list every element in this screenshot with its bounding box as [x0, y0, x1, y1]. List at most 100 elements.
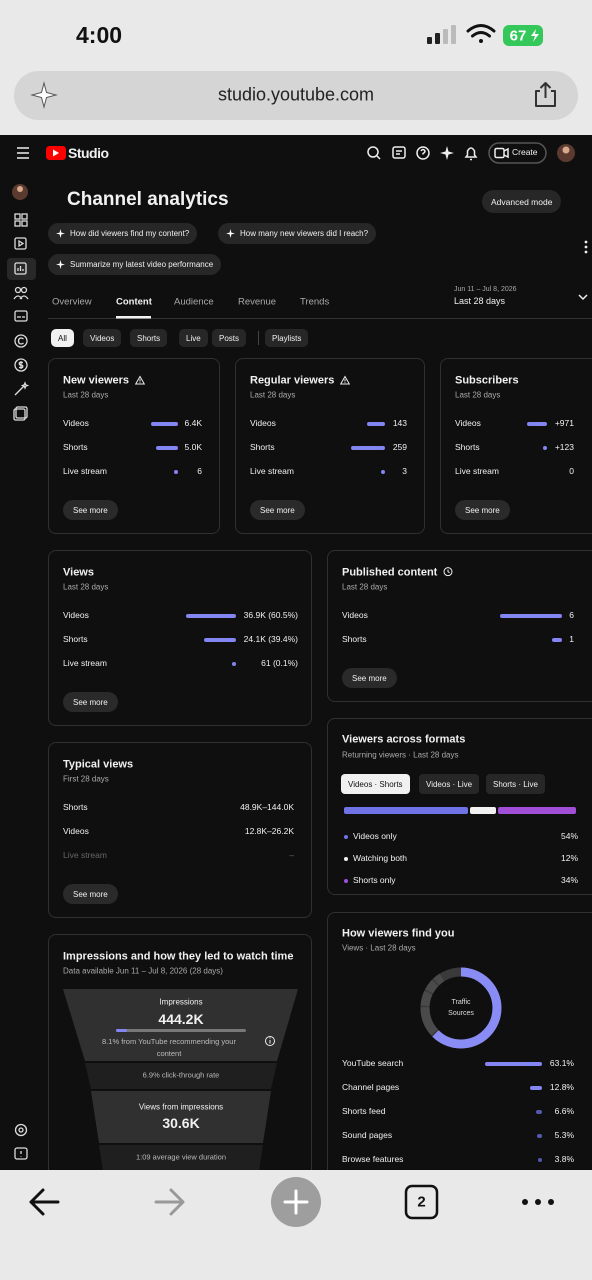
chip-text[interactable]: See more — [465, 505, 500, 515]
card-title: Regular viewers — [250, 375, 351, 388]
menu-icon[interactable] — [17, 147, 29, 159]
chip-text[interactable]: Videos · Live — [426, 779, 473, 789]
charging-icon — [531, 29, 539, 42]
forward-button[interactable] — [154, 1188, 185, 1216]
chip-text[interactable]: How did viewers find my content? — [70, 229, 190, 238]
prompt-chip[interactable]: How did viewers find my content? — [48, 223, 198, 244]
menu-button[interactable] — [522, 1199, 554, 1205]
chip-text[interactable]: How many new viewers did I reach? — [240, 229, 369, 238]
search-icon[interactable] — [367, 146, 381, 160]
nav-content[interactable] — [14, 237, 27, 250]
logo-text[interactable]: Studio — [68, 144, 109, 161]
prompt-chip[interactable]: Summarize my latest video performance — [48, 254, 222, 275]
tabs-button[interactable] — [404, 1184, 439, 1220]
tab[interactable]: Trends — [300, 296, 330, 308]
url-bar[interactable] — [14, 71, 578, 120]
nav-subtitles[interactable] — [14, 310, 28, 322]
see-more-button[interactable]: See more — [63, 884, 118, 904]
more-menu[interactable] — [584, 240, 588, 254]
nav-community[interactable] — [13, 286, 29, 300]
chip-text[interactable]: Live — [186, 333, 201, 343]
see-more-button[interactable]: See more — [63, 500, 118, 520]
metric-card: New viewers Last 28 days Videos 6.4K Shorts 5… — [48, 358, 220, 534]
row-label: Shorts — [63, 634, 88, 645]
chip-text[interactable]: See more — [73, 889, 108, 899]
battery-level: 67 — [509, 27, 527, 45]
nav-dashboard[interactable] — [14, 213, 28, 227]
funnel-value: 444.2K — [158, 1010, 204, 1027]
chip-text[interactable]: Summarize my latest video performance — [70, 260, 214, 269]
url-text[interactable]: studio.youtube.com — [217, 84, 375, 105]
chip-text[interactable]: Posts — [219, 333, 240, 343]
sparkle-icon[interactable] — [440, 146, 454, 160]
format-tab[interactable]: Videos · Shorts — [341, 774, 410, 794]
filter-chip[interactable]: Live — [179, 329, 208, 347]
new-tab-plus — [283, 1189, 309, 1215]
chip-text[interactable]: All — [58, 333, 67, 343]
sparkle-icon — [56, 229, 65, 238]
help-icon[interactable] — [416, 146, 430, 160]
card-subtitle: Returning viewers · Last 28 days — [342, 750, 459, 760]
chip-text[interactable]: Shorts — [137, 333, 161, 343]
metric-card: Subscribers Last 28 days Videos +971 Shorts +… — [440, 358, 592, 534]
formats-card: Viewers across formats Returning viewers … — [327, 718, 592, 895]
row-label: Videos — [455, 418, 481, 429]
metric-card: Views Last 28 days Videos 36.9K (60.5%) Shor… — [48, 550, 312, 726]
tab[interactable]: Overview — [52, 296, 92, 308]
nav-audio[interactable] — [13, 406, 28, 421]
chip-text[interactable]: Shorts · Live — [493, 779, 538, 789]
create-button[interactable] — [488, 142, 547, 164]
tab[interactable]: Revenue — [238, 296, 277, 308]
row-label: Shorts — [63, 802, 88, 813]
feedback-icon[interactable] — [392, 146, 406, 159]
nav-settings[interactable] — [14, 1123, 28, 1137]
tab[interactable]: Audience — [174, 296, 214, 308]
chip-text[interactable]: See more — [73, 505, 108, 515]
filter-chip[interactable]: All — [51, 329, 74, 347]
bell-icon[interactable] — [464, 147, 478, 161]
filter-chip[interactable]: Videos — [83, 329, 122, 347]
row-value: 12.8% — [549, 1082, 574, 1093]
chip-text[interactable]: Playlists — [272, 333, 302, 343]
row-value: 3.8% — [554, 1154, 574, 1165]
card-title: How viewers find you — [342, 927, 455, 940]
row-bar — [530, 1086, 542, 1090]
prompt-chip[interactable]: How many new viewers did I reach? — [218, 223, 377, 244]
row-value: 6 — [569, 610, 574, 621]
avatar-face — [562, 146, 570, 154]
filter-chip[interactable]: Posts — [212, 329, 247, 347]
nav-analytics[interactable] — [14, 262, 27, 275]
nav-copyright[interactable] — [14, 334, 28, 348]
nav-customization[interactable] — [14, 381, 30, 396]
filter-chip[interactable]: Playlists — [265, 329, 309, 347]
date-chevron[interactable] — [578, 294, 588, 301]
advanced-mode-button[interactable]: Advanced mode — [482, 190, 562, 213]
tab[interactable]: Content — [116, 296, 152, 308]
row-dot — [174, 470, 178, 474]
format-tab[interactable]: Shorts · Live — [486, 774, 545, 794]
info-icon — [265, 1036, 275, 1046]
create-label[interactable]: Create — [512, 147, 538, 158]
date-label[interactable]: Last 28 days — [454, 295, 506, 306]
back-button[interactable] — [29, 1188, 60, 1216]
nav-feedback[interactable] — [14, 1147, 28, 1160]
see-more-button[interactable]: See more — [250, 500, 305, 520]
filter-chip[interactable]: Shorts — [130, 329, 168, 347]
ai-icon[interactable] — [30, 81, 58, 109]
row-bar — [186, 614, 236, 618]
row-value: +971 — [554, 418, 574, 429]
channel-avatar-face — [17, 186, 23, 192]
chip-text[interactable]: Videos · Shorts — [348, 779, 403, 789]
chip-text[interactable]: Advanced mode — [491, 196, 553, 207]
see-more-button[interactable]: See more — [342, 668, 397, 688]
see-more-button[interactable]: See more — [63, 692, 118, 712]
format-tab[interactable]: Videos · Live — [419, 774, 480, 794]
nav-earn[interactable] — [14, 358, 28, 372]
legend-value: 12% — [560, 853, 578, 864]
see-more-button[interactable]: See more — [455, 500, 510, 520]
chip-text[interactable]: See more — [352, 673, 387, 683]
chip-text[interactable]: See more — [260, 505, 295, 515]
chip-text[interactable]: Videos — [90, 333, 115, 343]
chip-text[interactable]: See more — [73, 697, 108, 707]
share-icon[interactable] — [535, 82, 556, 107]
